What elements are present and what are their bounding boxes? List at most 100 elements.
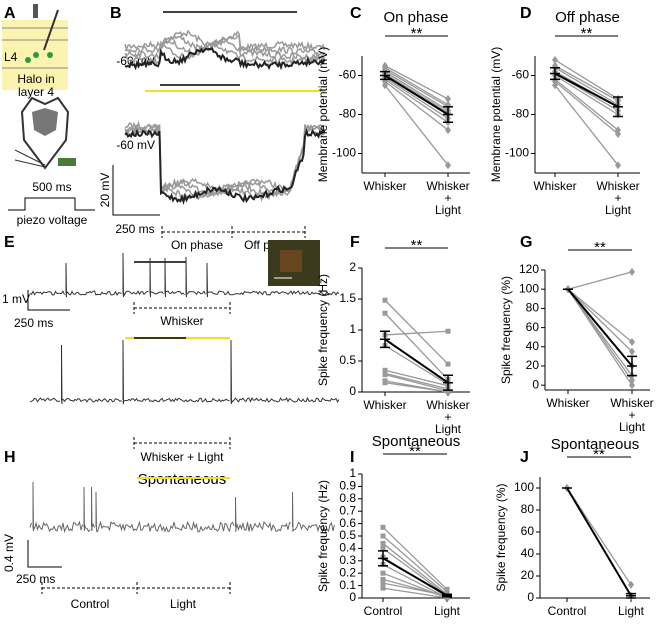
x-tick-label: Whisker + Light (596, 179, 639, 217)
point (445, 361, 451, 367)
point (380, 580, 386, 586)
y-tick-label: 1.5 (339, 291, 356, 305)
pair-line (382, 535, 448, 593)
y-tick-label: 100 (519, 281, 539, 295)
point (380, 570, 386, 576)
panel-letter: H (4, 449, 16, 466)
pair-line (554, 74, 619, 116)
mean-line (382, 557, 448, 597)
stim-line (133, 302, 231, 314)
piezo-trace (8, 197, 95, 211)
pair-line (554, 67, 619, 106)
x-tick-label: Light (434, 604, 461, 618)
x-tick-label: Whisker + Light (610, 396, 653, 434)
stim-line (133, 437, 231, 449)
mean-line (567, 288, 633, 367)
pair-line (384, 76, 449, 119)
whiskers (14, 149, 46, 166)
y-tick-label: 0.5 (339, 528, 356, 542)
pair-line (384, 344, 449, 386)
error-bar (380, 70, 390, 81)
panel-letter: B (110, 5, 122, 22)
y-tick-label: 0.3 (339, 553, 356, 567)
y-tick-label: 120 (519, 262, 539, 276)
label: Whisker + Light (140, 450, 224, 464)
panel-letter: D (520, 5, 532, 22)
point (629, 381, 635, 390)
significance: ** (411, 25, 423, 42)
y-axis-label: Membrane potential (mV) (489, 47, 503, 182)
y-tick-label: 0.5 (339, 353, 356, 367)
y-tick-label: 0 (349, 384, 356, 398)
point (380, 533, 386, 539)
panel-letter: J (520, 449, 529, 466)
point (445, 389, 451, 395)
label: 20 mV (98, 173, 112, 208)
pair-line (567, 288, 633, 343)
label: Light (170, 597, 197, 611)
y-tick-label: 0.9 (339, 479, 356, 493)
pair-line (382, 547, 448, 597)
y-tick-label: 0.1 (339, 578, 356, 592)
y-axis-label: Membrane potential (mV) (316, 47, 330, 182)
pair-line (554, 84, 619, 166)
point (445, 94, 451, 103)
y-axis-label: Spike frequency (%) (494, 483, 508, 591)
panel-letter: C (350, 5, 362, 22)
pair-line (384, 78, 449, 123)
phase-line (161, 226, 306, 238)
error-bar (378, 550, 388, 567)
chart-title: On phase (383, 9, 448, 26)
x-tick-label: Whisker (546, 396, 589, 410)
label: 250 ms (14, 316, 53, 330)
y-tick-label: 0.8 (339, 491, 356, 505)
trace (29, 481, 335, 534)
label: -60 mV (116, 138, 155, 152)
error-bar (613, 96, 623, 118)
y-tick-label: 40 (521, 546, 535, 560)
panel-letter: A (4, 5, 16, 22)
trace (124, 41, 326, 66)
pair-line (384, 72, 449, 114)
mean-line (384, 74, 449, 116)
trace (124, 46, 326, 71)
trace (124, 127, 326, 206)
pair-line (384, 80, 449, 131)
y-tick-label: 0 (527, 590, 534, 604)
pair-line (384, 372, 449, 390)
x-tick-label: Control (548, 604, 587, 618)
panel-title: Spontaneous (138, 471, 226, 488)
pair-line (384, 374, 449, 392)
y-tick-label: 20 (526, 358, 540, 372)
point (380, 540, 386, 546)
error-bar (626, 592, 636, 599)
chart-title: Spontaneous (372, 433, 460, 450)
chart-title: Spontaneous (551, 436, 639, 453)
point (444, 595, 450, 601)
point (628, 580, 634, 589)
label: piezo voltage (17, 213, 88, 227)
label: L4 (4, 50, 18, 64)
point (445, 126, 451, 135)
pair-line (382, 542, 448, 595)
point (629, 338, 635, 346)
significance: ** (594, 239, 606, 256)
pair-line (567, 271, 633, 290)
y-tick-label: -60 (512, 68, 530, 82)
trace (124, 36, 326, 62)
significance: ** (581, 25, 593, 42)
point (615, 161, 621, 170)
y-tick-label: 0.2 (339, 565, 356, 579)
point (445, 328, 451, 334)
label: 0.4 mV (2, 534, 16, 572)
pair-line (567, 288, 633, 353)
x-tick-label: Control (364, 604, 403, 618)
panel-letter: G (520, 234, 532, 251)
pair-line (382, 582, 448, 597)
significance: ** (593, 446, 605, 463)
x-tick-label: Light (618, 604, 645, 618)
y-tick-label: 80 (526, 301, 540, 315)
significance: ** (411, 237, 423, 254)
panel-letter: F (350, 234, 360, 251)
pair-line (384, 312, 449, 381)
